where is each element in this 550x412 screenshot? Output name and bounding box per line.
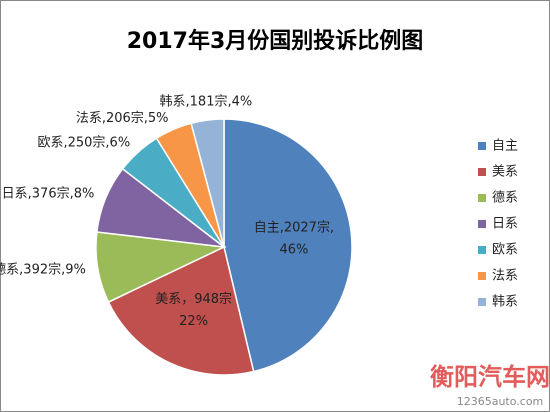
legend-label: 美系 — [492, 165, 518, 180]
data-label: 22% — [179, 314, 208, 329]
pie-slice — [223, 118, 353, 373]
chart-title: 2017年3月份国别投诉比例图 — [127, 28, 424, 54]
legend-swatch — [478, 194, 486, 202]
watermark: 衡阳汽车网 — [430, 363, 550, 391]
watermark-sub: 12365auto.com — [457, 395, 544, 408]
data-label: 日系,376宗,8% — [2, 186, 95, 202]
data-label: 韩系,181宗,4% — [160, 94, 253, 110]
data-label: 欧系,250宗,6% — [37, 135, 130, 151]
legend-swatch — [478, 272, 486, 280]
legend-swatch — [478, 246, 486, 254]
data-label: 法系,206宗,5% — [76, 110, 169, 126]
legend-label: 法系 — [492, 269, 518, 284]
legend-swatch — [478, 142, 486, 150]
legend-label: 欧系 — [492, 243, 518, 258]
legend-swatch — [478, 168, 486, 176]
data-label: 德系,392宗,9% — [0, 261, 86, 277]
legend-label: 自主 — [492, 139, 518, 154]
data-label: 美系，948宗 — [155, 291, 232, 307]
legend-label: 日系 — [492, 217, 518, 232]
pie-slice — [107, 245, 255, 376]
legend-label: 韩系 — [492, 295, 518, 310]
data-label: 46% — [279, 242, 308, 257]
legend-swatch — [478, 298, 486, 306]
legend-label: 德系 — [492, 191, 518, 206]
data-label: 自主,2027宗, — [254, 219, 334, 235]
legend-swatch — [478, 220, 486, 228]
pie-slice — [190, 118, 225, 248]
